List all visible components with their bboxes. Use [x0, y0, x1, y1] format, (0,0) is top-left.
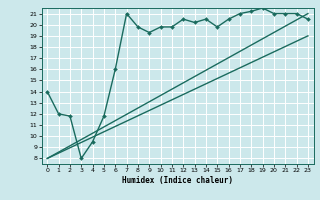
X-axis label: Humidex (Indice chaleur): Humidex (Indice chaleur): [122, 176, 233, 185]
